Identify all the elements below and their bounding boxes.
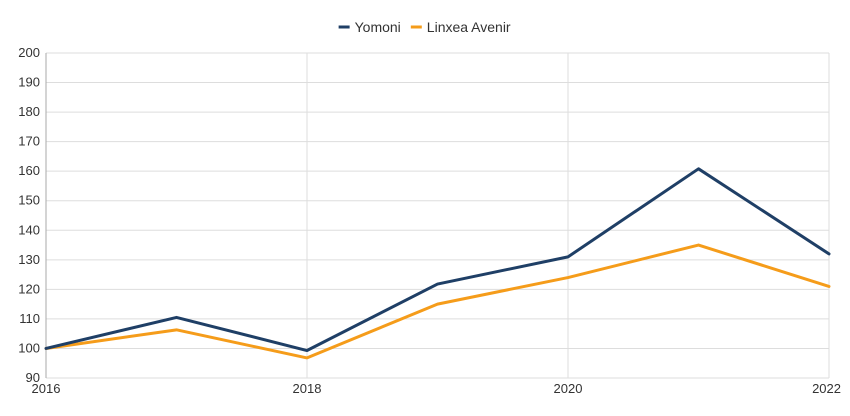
y-tick-label: 180 xyxy=(18,104,40,119)
y-tick-label: 160 xyxy=(18,163,40,178)
grid-layer xyxy=(45,52,830,379)
legend-label-yomoni: Yomoni xyxy=(355,19,401,35)
y-tick-label: 120 xyxy=(18,281,40,296)
y-tick-label: 150 xyxy=(18,193,40,208)
x-tick-label: 2018 xyxy=(293,381,322,396)
series-layer xyxy=(44,167,831,360)
axis-layer: 90 100 110 120 130 140 150 160 170 180 190 200 2016 2… xyxy=(18,45,841,396)
y-tick-label: 190 xyxy=(18,75,40,90)
legend-label-linxea-avenir: Linxea Avenir xyxy=(427,19,511,35)
y-tick-label: 200 xyxy=(18,45,40,60)
y-tick-label: 130 xyxy=(18,252,40,267)
y-tick-label: 140 xyxy=(18,222,40,237)
x-tick-label: 2016 xyxy=(32,381,61,396)
series-line-linxea-avenir xyxy=(44,243,831,360)
legend: Yomoni Linxea Avenir xyxy=(338,19,511,35)
x-tick-label: 2022 xyxy=(812,381,841,396)
y-tick-label: 170 xyxy=(18,134,40,149)
series-line-yomoni xyxy=(44,167,831,353)
x-tick-label: 2020 xyxy=(554,381,583,396)
y-tick-label: 110 xyxy=(19,311,40,326)
y-tick-label: 90 xyxy=(26,370,40,385)
y-tick-label: 100 xyxy=(18,340,40,355)
